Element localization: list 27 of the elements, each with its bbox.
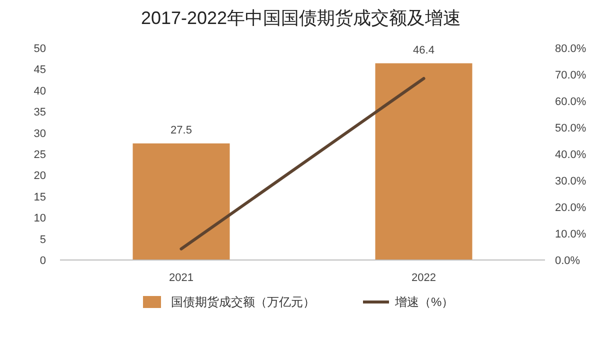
y-tick-label: 10 — [34, 212, 46, 225]
chart-title: 2017-2022年中国国债期货成交额及增速 — [140, 8, 462, 28]
y-tick-label: 15 — [34, 191, 46, 204]
y2-tick-label: 30.0% — [555, 176, 586, 188]
legend-label: 国债期货成交额（万亿元） — [171, 295, 315, 309]
legend-label: 增速（%） — [394, 295, 454, 309]
y-tick-label: 5 — [40, 234, 46, 246]
y-tick-label: 25 — [34, 149, 46, 161]
y2-tick-label: 80.0% — [555, 43, 586, 55]
data-label: 46.4 — [413, 44, 434, 56]
y2-tick-label: 20.0% — [555, 202, 586, 214]
y2-tick-label: 40.0% — [555, 149, 586, 161]
y-tick-label: 30 — [34, 128, 46, 140]
y-tick-label: 20 — [34, 170, 46, 182]
y-tick-label: 40 — [34, 85, 46, 98]
y-tick-label: 50 — [34, 43, 46, 55]
x-tick-label: 2022 — [412, 272, 436, 284]
data-label: 27.5 — [170, 124, 192, 136]
y2-tick-label: 0.0% — [555, 255, 580, 267]
y-tick-label: 0 — [40, 255, 46, 267]
y2-tick-label: 60.0% — [555, 96, 586, 108]
y2-tick-label: 50.0% — [555, 122, 586, 134]
y-tick-label: 45 — [34, 64, 46, 76]
y2-tick-label: 70.0% — [555, 70, 586, 82]
x-tick-label: 2021 — [169, 272, 194, 284]
y-tick-label: 35 — [34, 106, 46, 119]
y2-tick-label: 10.0% — [555, 228, 586, 240]
